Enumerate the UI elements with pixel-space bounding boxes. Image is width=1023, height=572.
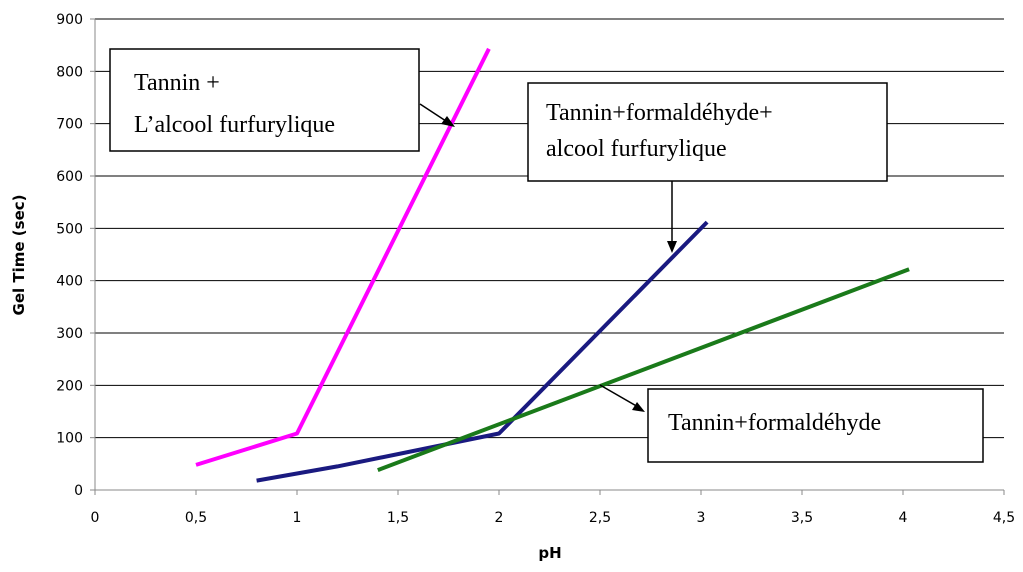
y-tick-label: 300 [56,326,83,342]
x-tick-label: 3 [697,510,706,526]
x-tick-labels: 0 0,5 1 1,5 2 2,5 3 3,5 4 4,5 [91,510,1016,526]
y-tick-labels: 0 100 200 300 400 500 600 700 800 900 [56,12,83,499]
y-tick-label: 400 [56,274,83,290]
y-tick-label: 500 [56,221,83,237]
series-lines [195,47,910,483]
series-line-1 [256,220,709,483]
annotation-line-1: Tannin + [134,70,220,96]
series-line-2 [377,267,910,472]
arrow-head [632,402,645,412]
annotation-tannin-formaldehyde-alcool: Tannin+formaldéhyde+ alcool furfurylique [527,82,888,253]
annotation-line-1: Tannin+formaldéhyde [668,410,881,436]
annotation-tannin-alcool: Tannin + L’alcool furfurylique [109,48,455,152]
annotation-box [527,82,888,182]
x-tick-label: 1,5 [387,510,409,526]
tick-marks [90,18,1005,495]
x-tick-label: 2 [495,510,504,526]
y-tick-label: 900 [56,12,83,28]
series-line-0 [195,47,491,467]
annotation-arrow [599,384,641,409]
x-tick-label: 4 [899,510,908,526]
annotation-line-2: alcool furfurylique [546,136,727,162]
y-tick-label: 700 [56,117,83,133]
x-tick-label: 2,5 [589,510,611,526]
x-tick-label: 3,5 [791,510,813,526]
y-axis-title: Gel Time (sec) [10,195,28,316]
y-tick-label: 100 [56,431,83,447]
annotation-tannin-formaldehyde: Tannin+formaldéhyde [599,384,984,463]
arrow-head [441,116,455,127]
axes [94,19,1004,491]
y-tick-label: 600 [56,169,83,185]
y-tick-label: 200 [56,378,83,394]
annotation-line-1: Tannin+formaldéhyde+ [546,100,773,126]
y-tick-label: 800 [56,64,83,80]
annotation-box [647,388,984,463]
arrow-head [667,241,677,253]
annotation-box [109,48,420,152]
x-tick-label: 0,5 [185,510,207,526]
annotation-line-2: L’alcool furfurylique [134,112,335,138]
x-axis-title: pH [538,544,561,562]
x-tick-label: 1 [293,510,302,526]
x-tick-label: 0 [91,510,100,526]
x-tick-label: 4,5 [993,510,1015,526]
y-tick-label: 0 [74,483,83,499]
